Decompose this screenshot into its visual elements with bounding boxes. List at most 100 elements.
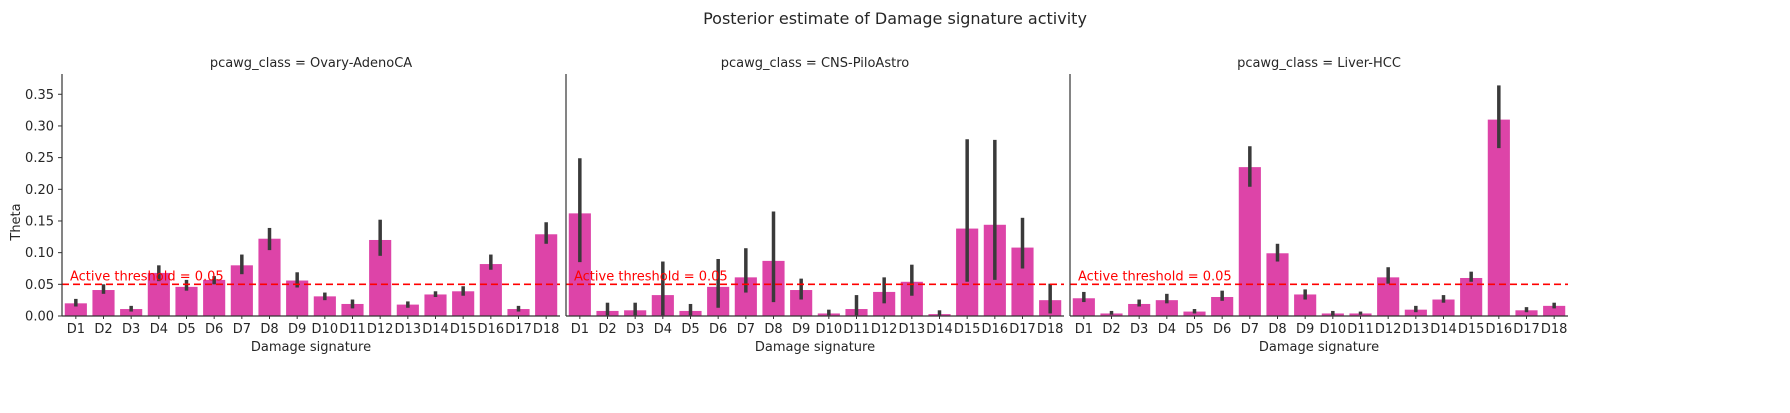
x-tick-label: D1 xyxy=(67,322,85,337)
x-tick-label: D14 xyxy=(422,322,449,337)
facet-panels: pcawg_class = Ovary-AdenoCA D1 D2 D3 D4 D5 D6 D… xyxy=(25,56,1568,355)
y-tick-label: 0.35 xyxy=(25,88,54,103)
panel-title: pcawg_class = Ovary-AdenoCA xyxy=(210,56,412,71)
bar-D9 xyxy=(790,290,813,316)
y-tick-label: 0.15 xyxy=(25,214,54,229)
bar-D16 xyxy=(479,264,502,316)
bar-D10 xyxy=(313,296,336,316)
x-tick-label: D15 xyxy=(450,322,477,337)
x-tick-label: D9 xyxy=(1296,322,1314,337)
x-tick-label: D15 xyxy=(954,322,981,337)
bar-D7 xyxy=(734,277,757,316)
x-tick-label: D6 xyxy=(205,322,223,337)
x-tick-label: D11 xyxy=(843,322,870,337)
x-tick-label: D10 xyxy=(816,322,843,337)
bar-D3 xyxy=(120,309,143,316)
x-tick-label: D15 xyxy=(1458,322,1485,337)
bar-D13 xyxy=(900,281,923,316)
x-axis-label: Damage signature xyxy=(755,340,875,355)
x-tick-label: D4 xyxy=(1158,322,1176,337)
x-tick-label: D7 xyxy=(233,322,251,337)
y-tick-label: 0.20 xyxy=(25,183,54,198)
bar-D16 xyxy=(1487,119,1510,316)
x-tick-label: D12 xyxy=(871,322,898,337)
x-tick-label: D13 xyxy=(1403,322,1430,337)
y-tick-label: 0.10 xyxy=(25,246,54,261)
bar-D6 xyxy=(1211,296,1234,316)
x-tick-label: D9 xyxy=(792,322,810,337)
bar-D12 xyxy=(1377,277,1400,316)
x-tick-label: D8 xyxy=(764,322,782,337)
bar-D8 xyxy=(258,238,281,316)
facet-panel-3: pcawg_class = Liver-HCC D1 D2 D3 D4 D5 D6 D7 D8 D… xyxy=(1069,56,1568,355)
bar-D18 xyxy=(535,234,558,316)
threshold-label: Active threshold = 0.05 xyxy=(574,269,728,284)
x-tick-label: D7 xyxy=(1241,322,1259,337)
x-tick-label: D16 xyxy=(982,322,1009,337)
bar-D9 xyxy=(286,280,309,316)
bar-D14 xyxy=(424,294,447,316)
bar-D17 xyxy=(507,309,530,316)
y-tick-label: 0.05 xyxy=(25,278,54,293)
facet-panel-1: pcawg_class = Ovary-AdenoCA D1 D2 D3 D4 D5 D6 D… xyxy=(25,56,560,355)
x-tick-label: D13 xyxy=(395,322,422,337)
x-tick-label: D3 xyxy=(626,322,644,337)
figure-suptitle: Posterior estimate of Damage signature a… xyxy=(703,9,1087,28)
bar-D13 xyxy=(396,304,419,316)
x-tick-label: D18 xyxy=(1037,322,1064,337)
bar-D15 xyxy=(1460,277,1483,316)
x-tick-label: D1 xyxy=(1075,322,1093,337)
x-axis-label: Damage signature xyxy=(1259,340,1379,355)
x-axis-label: Damage signature xyxy=(251,340,371,355)
x-tick-label: D9 xyxy=(288,322,306,337)
y-tick-label: 0.00 xyxy=(25,310,54,325)
x-tick-label: D2 xyxy=(598,322,616,337)
x-tick-label: D1 xyxy=(571,322,589,337)
bar-D17 xyxy=(1011,247,1034,316)
x-tick-label: D3 xyxy=(122,322,140,337)
x-tick-label: D14 xyxy=(926,322,953,337)
bar-D12 xyxy=(873,291,896,316)
x-tick-label: D4 xyxy=(654,322,672,337)
x-tick-label: D4 xyxy=(150,322,168,337)
bar-D1 xyxy=(1072,298,1095,316)
x-tick-label: D12 xyxy=(367,322,394,337)
x-tick-label: D13 xyxy=(899,322,926,337)
x-tick-label: D7 xyxy=(737,322,755,337)
threshold-label: Active threshold = 0.05 xyxy=(1078,269,1232,284)
x-tick-label: D8 xyxy=(260,322,278,337)
x-tick-label: D10 xyxy=(312,322,339,337)
x-tick-label: D2 xyxy=(94,322,112,337)
threshold-label: Active threshold = 0.05 xyxy=(70,269,224,284)
bar-D1 xyxy=(64,303,87,316)
facet-panel-2: pcawg_class = CNS-PiloAstro D1 D2 D3 D4 D5 D6 D… xyxy=(565,56,1064,355)
bar-D7 xyxy=(1238,167,1261,316)
bar-D9 xyxy=(1294,294,1317,316)
x-tick-label: D10 xyxy=(1320,322,1347,337)
x-tick-label: D8 xyxy=(1268,322,1286,337)
bar-D4 xyxy=(1155,300,1178,316)
x-tick-label: D5 xyxy=(1185,322,1203,337)
x-tick-label: D12 xyxy=(1375,322,1402,337)
bar-D18 xyxy=(1543,305,1566,316)
x-tick-label: D11 xyxy=(1347,322,1374,337)
bar-D14 xyxy=(1432,299,1455,316)
bar-D8 xyxy=(1266,253,1289,316)
bar-D17 xyxy=(1515,310,1538,316)
x-tick-label: D14 xyxy=(1430,322,1457,337)
y-axis-label: Theta xyxy=(9,203,24,241)
x-tick-label: D16 xyxy=(1486,322,1513,337)
x-tick-label: D17 xyxy=(1513,322,1540,337)
x-tick-label: D3 xyxy=(1130,322,1148,337)
bar-D11 xyxy=(341,303,364,316)
x-tick-label: D5 xyxy=(177,322,195,337)
x-tick-label: D18 xyxy=(1541,322,1568,337)
bar-D2 xyxy=(92,290,115,316)
x-tick-label: D5 xyxy=(681,322,699,337)
bar-D12 xyxy=(369,239,392,316)
x-tick-label: D16 xyxy=(478,322,505,337)
x-tick-label: D11 xyxy=(339,322,366,337)
bar-D5 xyxy=(1183,311,1206,316)
bar-D13 xyxy=(1404,309,1427,316)
